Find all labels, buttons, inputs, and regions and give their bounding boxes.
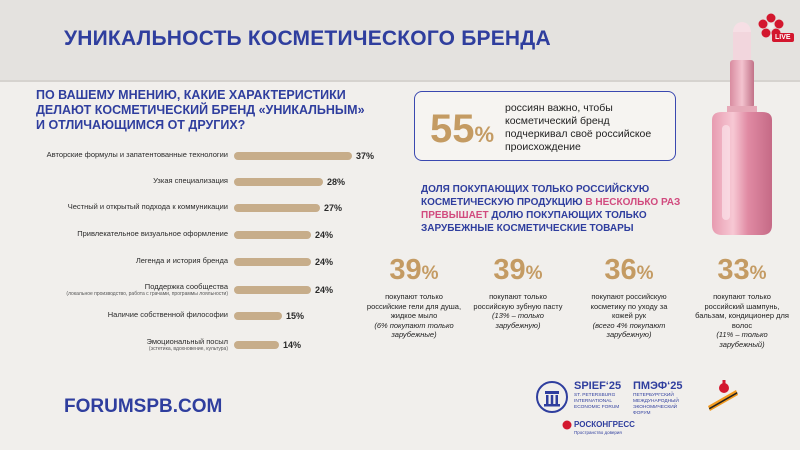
bar-category-text: Поддержка сообщества (144, 282, 228, 291)
roscongress-subtitle: Пространство доверия (574, 430, 622, 435)
bar-value-label: 24% (315, 285, 334, 295)
bar-category-text: Легенда и история бренда (135, 256, 228, 265)
spief-emblem-icon (536, 381, 568, 413)
bar-value-label: 15% (286, 311, 305, 321)
bar-value-label: 28% (327, 177, 346, 187)
stat-pct: % (525, 263, 543, 284)
bar-row: Поддержка сообщества (локальное производс… (0, 282, 400, 306)
footer-url-link[interactable]: FORUMSPB.COM (64, 396, 223, 417)
stat-note: (6% покупают только зарубежные) (374, 320, 454, 340)
bar-category-text: Эмоциональный посыл (146, 337, 228, 346)
highlight-text: россиян важно, чтобы косметический бренд… (505, 102, 652, 153)
stat-pct: % (749, 263, 767, 284)
bar-value-label: 37% (356, 151, 375, 161)
header-divider (0, 80, 800, 82)
highlight-number: 55 (430, 107, 475, 151)
highlight-value: 55% (430, 107, 494, 152)
bar (234, 178, 323, 186)
stat-number: 36 (604, 254, 637, 286)
header-band (0, 0, 800, 80)
bar (234, 286, 311, 294)
share-text-part2: ДОЛЮ ПОКУПАЮЩИХ ТОЛЬКО ЗАРУБЕЖНЫЕ КОСМЕТ… (421, 210, 647, 234)
stat-number: 39 (493, 254, 526, 286)
stat-note: (11% – только зарубежный) (716, 330, 768, 349)
highlight-pct: % (474, 122, 495, 147)
bar-category-label: Честный и открытый подхода к коммуникаци… (0, 202, 228, 211)
stat-number: 39 (389, 254, 422, 286)
stat-text: покупают российскую косметику по уходу з… (590, 292, 668, 320)
roscongress-logo-text: РОСКОНГРЕСС (574, 420, 635, 429)
stat-value: 36% (581, 254, 677, 290)
bar-row: Привлекательное визуальное оформление 24% (0, 229, 400, 253)
highlight-box (414, 91, 676, 161)
bar-category-label: Привлекательное визуальное оформление (0, 229, 228, 238)
bar-row: Легенда и история бренда 24% (0, 256, 400, 280)
stat-text: покупают только российский шампунь, баль… (695, 292, 789, 330)
bar-value-label: 14% (283, 340, 302, 350)
bar-value-label: 27% (324, 203, 343, 213)
stat-card-shower-gel: 39% покупают только российские гели для … (366, 254, 462, 340)
bar-row: Наличие собственной философии 15% (0, 310, 400, 334)
pmef-subtitle: ПЕТЕРБУРГСКИЙ МЕЖДУНАРОДНЫЙ ЭКОНОМИЧЕСКИ… (633, 393, 679, 416)
bar-category-label: Узкая специализация (0, 176, 228, 185)
bar-category-label: Авторские формулы и запатентованные техн… (0, 150, 228, 159)
stat-value: 39% (366, 254, 462, 290)
stat-text: покупают только российскую зубную пасту (473, 292, 563, 311)
bar-row: Честный и открытый подхода к коммуникаци… (0, 202, 400, 226)
bar-value-label: 24% (315, 257, 334, 267)
stat-card-toothpaste: 39% покупают только российскую зубную па… (470, 254, 566, 330)
bar-category-label: Легенда и история бренда (0, 256, 228, 265)
live-badge: LIVE (772, 33, 794, 42)
stat-note: (13% – только зарубежную) (492, 311, 544, 330)
stat-value: 33% (694, 254, 790, 290)
bar (234, 341, 279, 349)
survey-question: ПО ВАШЕМУ МНЕНИЮ, КАКИЕ ХАРАКТЕРИСТИКИ Д… (36, 88, 365, 132)
bar-category-subtext: (локальное производство, работа с грачам… (66, 291, 228, 297)
stat-note: (всего 4% покупают зарубежную) (592, 320, 666, 340)
stat-number: 33 (717, 254, 750, 286)
stat-pct: % (421, 263, 439, 284)
bar-category-text: Привлекательное визуальное оформление (77, 229, 228, 238)
pmef-logo-text: ПМЭФ‘25 (633, 380, 683, 392)
serum-bottle-image (712, 22, 772, 235)
bar-row: Авторские формулы и запатентованные техн… (0, 150, 400, 174)
bar-category-text: Честный и открытый подхода к коммуникаци… (67, 202, 228, 211)
spief-logo-text: SPIEF‘25 (574, 380, 622, 392)
bar-value-label: 24% (315, 230, 334, 240)
share-text: ДОЛЯ ПОКУПАЮЩИХ ТОЛЬКО РОССИЙСКУЮ КОСМЕТ… (421, 183, 721, 235)
stat-pct: % (636, 263, 654, 284)
victory-ribbon-icon (708, 380, 738, 411)
roscongress-logo-icon (562, 420, 572, 430)
bar-category-text: Наличие собственной философии (107, 310, 228, 319)
bar (234, 152, 352, 160)
bar-category-label: Поддержка сообщества (локальное производс… (0, 282, 228, 298)
bar (234, 204, 320, 212)
bar-row: Эмоциональный посыл (эстетика, вдохновени… (0, 337, 400, 361)
bar-category-text: Авторские формулы и запатентованные техн… (46, 150, 228, 159)
page-title: УНИКАЛЬНОСТЬ КОСМЕТИЧЕСКОГО БРЕНДА (64, 27, 551, 50)
bar (234, 312, 282, 320)
share-text-highlight: В НЕСКОЛЬКО РАЗ ПРЕВЫШАЕТ (421, 197, 681, 221)
stat-card-shampoo: 33% покупают только российский шампунь, … (694, 254, 790, 349)
bar-category-subtext: (эстетика, вдохновение, культура) (148, 346, 228, 352)
bar-category-text: Узкая специализация (153, 176, 228, 185)
bar-category-label: Эмоциональный посыл (эстетика, вдохновени… (0, 337, 228, 353)
bar-row: Узкая специализация 28% (0, 176, 400, 200)
stat-text: покупают только российские гели для душа… (366, 292, 462, 320)
bar-category-label: Наличие собственной философии (0, 310, 228, 319)
bar (234, 258, 311, 266)
stat-card-hand-care: 36% покупают российскую косметику по ухо… (581, 254, 677, 340)
spief-subtitle: ST. PETERSBURG INTERNATIONAL ECONOMIC FO… (574, 393, 620, 410)
bar (234, 231, 311, 239)
stat-value: 39% (470, 254, 566, 290)
share-text-part1: ДОЛЯ ПОКУПАЮЩИХ ТОЛЬКО РОССИЙСКУЮ КОСМЕТ… (421, 184, 650, 208)
